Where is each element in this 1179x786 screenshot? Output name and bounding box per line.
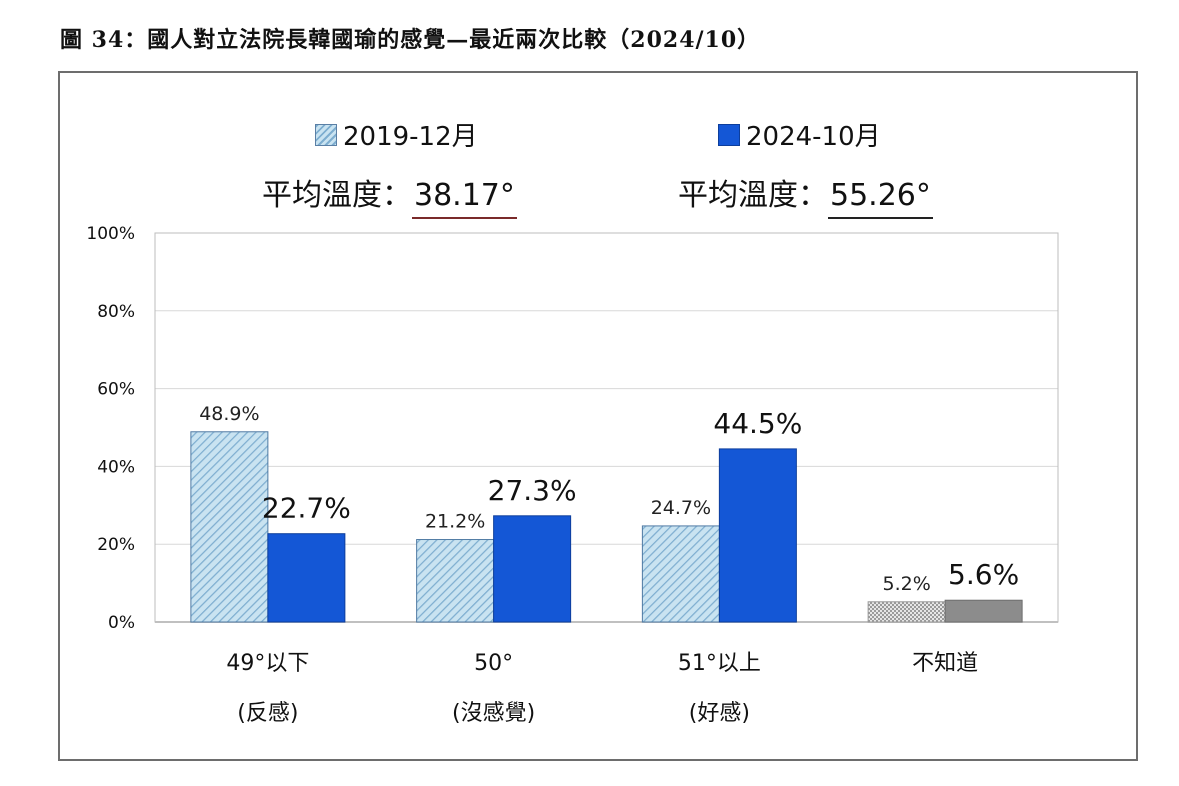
data-label: 27.3% bbox=[488, 474, 577, 507]
legend-swatch-2024-icon bbox=[718, 123, 740, 146]
average-value-2024: 55.26° bbox=[828, 178, 933, 219]
data-label: 48.9% bbox=[199, 403, 259, 425]
legend-label-2024: 2024-10月 bbox=[746, 122, 881, 152]
x-tick-label: 50° bbox=[474, 651, 513, 676]
y-tick-label: 80% bbox=[97, 302, 135, 322]
y-tick-label: 60% bbox=[97, 380, 135, 400]
x-tick-sublabel: (反感) bbox=[237, 701, 298, 726]
x-tick-sublabel: (好感) bbox=[689, 701, 750, 726]
bar-2024-0 bbox=[267, 533, 346, 623]
bar-2024-2 bbox=[718, 448, 797, 623]
x-tick-label: 51°以上 bbox=[678, 651, 761, 676]
average-label-2024: 平均溫度： bbox=[678, 178, 828, 213]
data-label: 24.7% bbox=[651, 497, 711, 519]
x-tick-label: 49°以下 bbox=[226, 651, 309, 676]
chart-frame bbox=[58, 71, 1138, 761]
x-tick-label: 不知道 bbox=[912, 651, 978, 676]
bar-2024-3 bbox=[944, 599, 1023, 623]
figure-title: 圖 34：國人對立法院長韓國瑜的感覺—最近兩次比較（2024/10） bbox=[60, 27, 761, 53]
average-2019: 平均溫度：38.17° bbox=[262, 170, 517, 219]
legend-2024: 2024-10月 bbox=[718, 116, 881, 153]
data-label: 5.2% bbox=[882, 573, 930, 595]
plot-area bbox=[154, 232, 1059, 623]
bar-2019-3 bbox=[867, 601, 946, 623]
y-tick-label: 40% bbox=[97, 457, 135, 477]
data-label: 21.2% bbox=[425, 511, 485, 533]
average-value-2019: 38.17° bbox=[412, 178, 517, 219]
average-2024: 平均溫度：55.26° bbox=[678, 170, 933, 219]
bar-2019-0 bbox=[190, 431, 269, 623]
bar-2024-1 bbox=[493, 515, 572, 623]
x-tick-sublabel: (沒感覺) bbox=[452, 701, 535, 726]
data-label: 5.6% bbox=[948, 558, 1019, 591]
data-label: 44.5% bbox=[713, 407, 802, 440]
bar-2019-1 bbox=[416, 539, 495, 623]
y-tick-label: 100% bbox=[86, 224, 135, 244]
y-tick-label: 20% bbox=[97, 535, 135, 555]
bar-2019-2 bbox=[641, 525, 720, 623]
data-label: 22.7% bbox=[262, 492, 351, 525]
average-label-2019: 平均溫度： bbox=[262, 178, 412, 213]
legend-swatch-2019-icon bbox=[315, 123, 337, 146]
legend-label-2019: 2019-12月 bbox=[343, 122, 478, 152]
y-tick-label: 0% bbox=[108, 613, 135, 633]
legend-2019: 2019-12月 bbox=[315, 116, 478, 153]
